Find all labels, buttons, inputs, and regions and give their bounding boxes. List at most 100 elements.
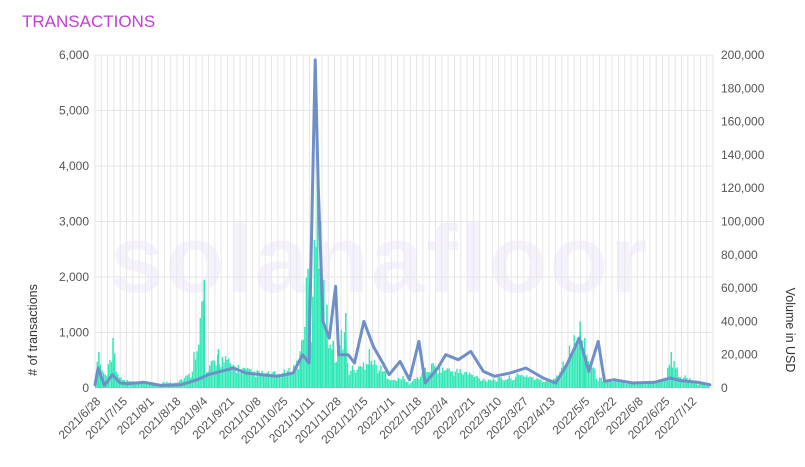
transaction-bar <box>660 379 663 388</box>
transaction-bar <box>302 339 304 388</box>
transaction-bar <box>389 380 392 388</box>
y-tick-label: 6,000 <box>59 48 89 62</box>
transaction-bar <box>256 370 258 388</box>
transaction-bar <box>590 367 593 388</box>
transaction-bar <box>399 378 401 388</box>
transaction-bar <box>597 381 599 388</box>
transaction-bar <box>361 366 363 388</box>
transaction-bar-peak <box>670 351 673 388</box>
transaction-bar <box>313 239 316 388</box>
transaction-bar <box>489 379 491 388</box>
transaction-bar <box>543 382 545 388</box>
transaction-bar <box>538 379 541 388</box>
transaction-bar <box>668 364 670 388</box>
transaction-bar <box>532 377 534 388</box>
transaction-bar <box>274 371 276 388</box>
transaction-bar <box>297 369 300 388</box>
transaction-bar <box>364 369 366 388</box>
transaction-bar <box>232 364 235 388</box>
transaction-bar <box>635 383 637 388</box>
transaction-bar <box>693 381 696 388</box>
transaction-bar <box>573 335 575 388</box>
y2-tick-label: 40,000 <box>721 314 758 328</box>
transaction-bar <box>654 381 656 388</box>
transaction-bar <box>644 384 647 388</box>
transaction-bar <box>346 362 349 388</box>
transaction-bar <box>327 348 330 388</box>
transaction-bar <box>505 379 507 388</box>
transaction-bar <box>196 351 198 388</box>
transaction-bar <box>457 372 460 388</box>
transaction-bar <box>109 359 111 388</box>
transaction-bar <box>245 368 247 388</box>
transaction-bar <box>286 370 289 388</box>
transaction-bar <box>281 372 284 388</box>
y-tick-label: 0 <box>82 381 89 395</box>
transaction-bar <box>255 377 257 388</box>
transaction-bar <box>564 369 566 388</box>
transaction-bar <box>226 359 228 388</box>
transaction-bar <box>513 379 515 388</box>
transaction-bar <box>475 375 477 388</box>
transaction-bar <box>541 381 544 388</box>
y2-tick-label: 80,000 <box>721 248 758 262</box>
transaction-bar <box>342 349 344 388</box>
transaction-bar <box>356 369 358 388</box>
transaction-bar <box>701 384 704 388</box>
transaction-bar <box>608 381 610 388</box>
transaction-bar <box>231 365 233 388</box>
y2-tick-label: 200,000 <box>721 48 765 62</box>
transaction-bar <box>278 373 281 388</box>
transaction-bar <box>205 372 208 388</box>
transaction-bar <box>288 367 290 388</box>
transaction-bar <box>381 371 384 388</box>
transactions-bars <box>95 141 710 388</box>
transaction-bar <box>511 380 514 388</box>
transaction-bar <box>559 372 561 388</box>
transaction-bar <box>686 377 688 388</box>
transaction-bar <box>499 377 501 388</box>
transaction-bar-peak <box>217 349 220 388</box>
transaction-bar <box>202 300 205 388</box>
transaction-bar <box>598 377 601 388</box>
transaction-bar <box>587 361 590 388</box>
transaction-bar <box>456 368 458 388</box>
transaction-bar <box>483 378 485 388</box>
transaction-bar <box>462 374 464 388</box>
transaction-bar <box>383 370 385 388</box>
transaction-bar <box>334 362 336 388</box>
transaction-bar <box>236 372 238 388</box>
transaction-bar <box>629 384 631 388</box>
transaction-bar <box>603 382 606 388</box>
transaction-bar <box>148 384 151 388</box>
transaction-bar <box>581 340 583 388</box>
transaction-bar <box>375 364 377 388</box>
y2-tick-label: 20,000 <box>721 348 758 362</box>
transaction-bar <box>269 377 271 388</box>
transaction-bar <box>310 342 312 388</box>
transaction-bar <box>418 379 420 388</box>
y2-axis-title: Volume in USD <box>783 288 797 373</box>
transaction-bar <box>199 318 201 388</box>
transaction-bar <box>576 337 579 388</box>
transaction-bar <box>678 376 680 388</box>
transaction-bar <box>621 381 623 388</box>
transaction-bar <box>516 373 518 388</box>
transaction-bar <box>583 353 585 388</box>
transaction-bar <box>270 373 273 388</box>
transaction-bar <box>527 377 529 388</box>
transaction-bar <box>522 376 525 388</box>
transaction-bar-peak <box>203 279 205 388</box>
transaction-bar <box>521 374 523 388</box>
transaction-bar <box>484 380 487 388</box>
transaction-bar <box>640 383 642 388</box>
transaction-bar <box>234 366 236 388</box>
transaction-bar <box>134 382 136 388</box>
transaction-bar <box>465 371 468 388</box>
transaction-bar <box>651 381 653 388</box>
transaction-bar <box>215 365 217 388</box>
transaction-bar <box>394 380 396 388</box>
transaction-bar <box>324 326 327 388</box>
transaction-bar <box>594 368 596 388</box>
transaction-bar <box>487 379 490 388</box>
